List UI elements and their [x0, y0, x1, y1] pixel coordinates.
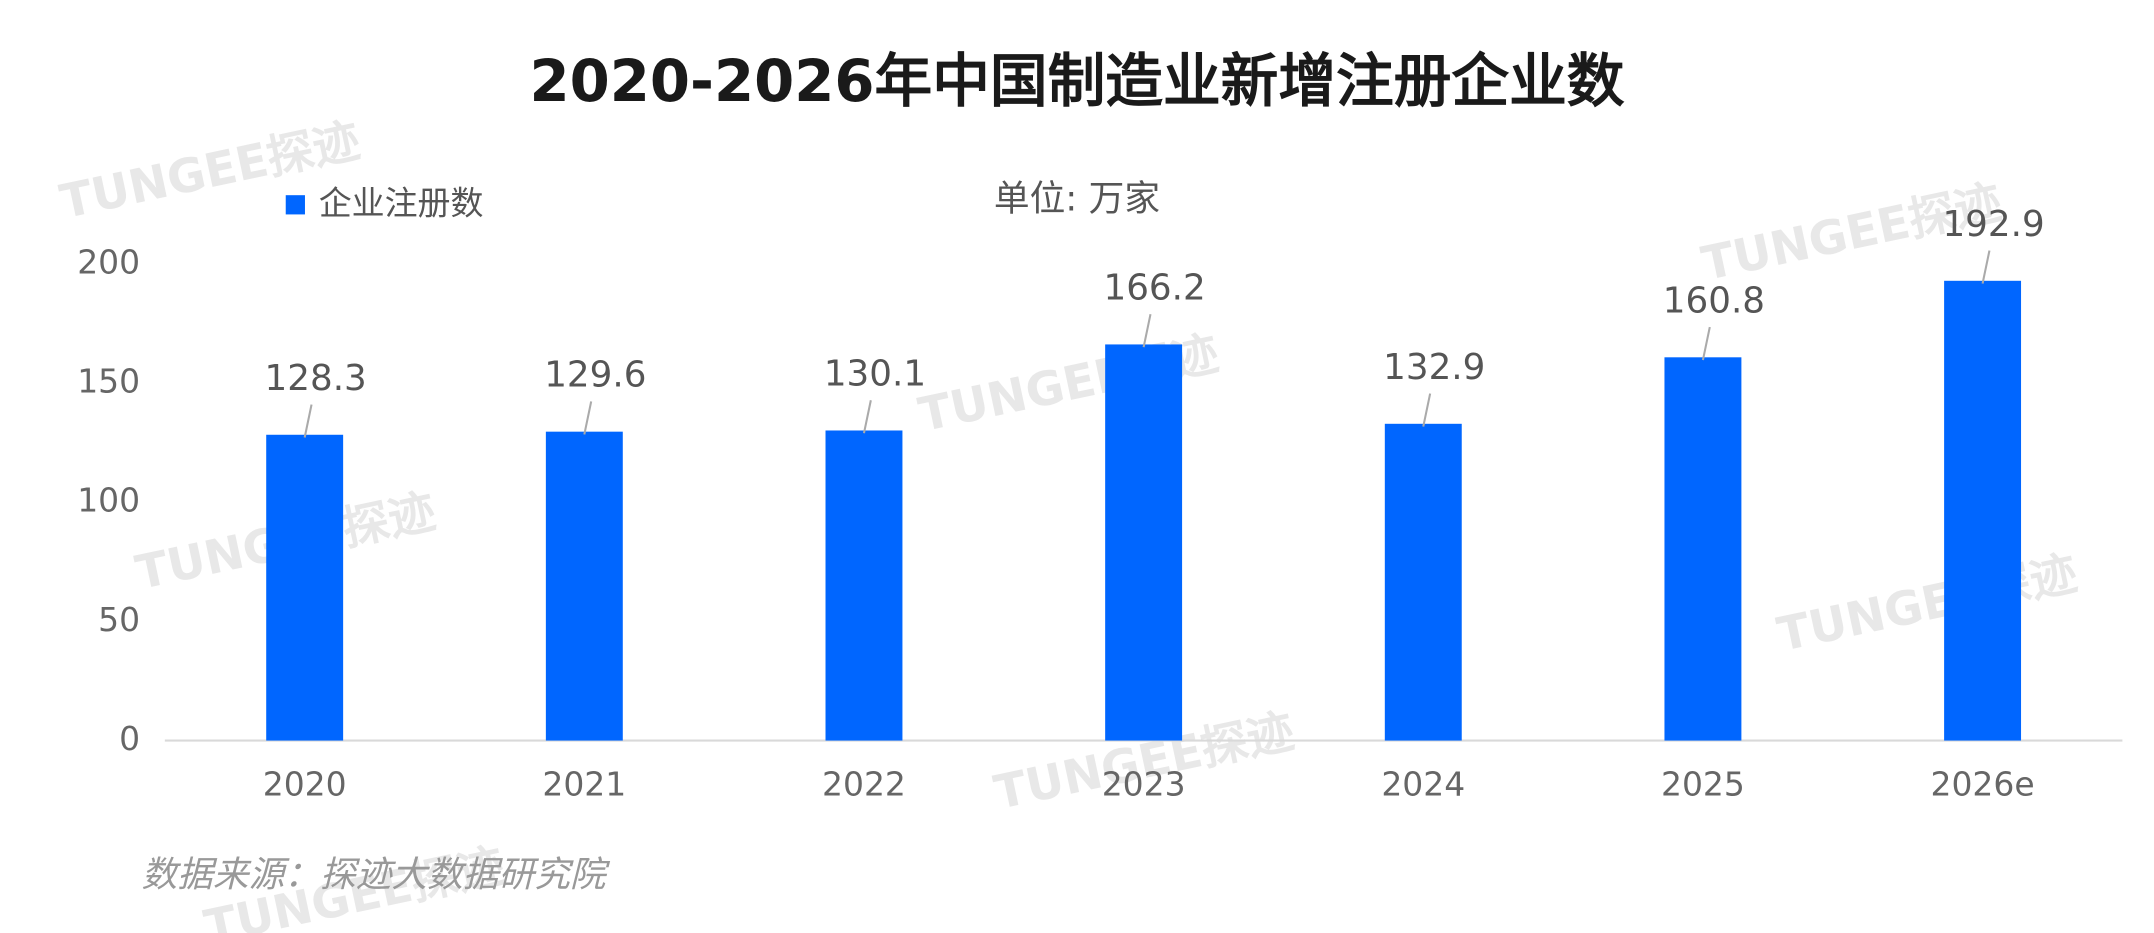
- y-tick-label: 100: [77, 481, 140, 520]
- watermarks: TUNGEE探迹TUNGEE探迹TUNGEE探迹TUNGEE探迹TUNGEE探迹…: [56, 114, 2082, 933]
- data-label: 132.9: [1383, 347, 1485, 388]
- leader-line: [303, 404, 313, 438]
- data-label: 166.2: [1104, 267, 1206, 308]
- leader-line: [583, 401, 593, 435]
- leader-line: [1701, 326, 1711, 361]
- data-label: 160.8: [1663, 280, 1765, 321]
- leader-line: [1981, 250, 1991, 284]
- bar: [1664, 357, 1742, 741]
- source-note: 数据来源：探迹大数据研究院: [141, 855, 610, 896]
- y-tick-label: 50: [98, 600, 140, 639]
- chart-title: 2020-2026年中国制造业新增注册企业数: [530, 47, 1625, 115]
- leader-line: [862, 400, 872, 434]
- watermark: TUNGEE探迹: [1773, 547, 2082, 663]
- leader-line: [1142, 314, 1152, 348]
- x-tick-label: 2025: [1661, 764, 1745, 803]
- x-tick-label: 2022: [822, 764, 906, 803]
- bar: [825, 430, 903, 741]
- y-tick-label: 200: [77, 242, 140, 281]
- x-tick-label: 2021: [542, 764, 626, 803]
- x-tick-label: 2020: [263, 764, 347, 803]
- leader-line: [1422, 393, 1432, 427]
- x-tick-label: 2024: [1381, 764, 1465, 803]
- x-tick-label: 2023: [1102, 764, 1186, 803]
- y-tick-label: 0: [119, 719, 140, 758]
- bar: [1105, 344, 1183, 741]
- data-label: 192.9: [1942, 204, 2044, 245]
- bar: [1944, 280, 2022, 741]
- x-tick-label: 2026e: [1931, 764, 2035, 803]
- unit-label: 单位: 万家: [994, 179, 1160, 220]
- bar: [266, 434, 344, 741]
- data-label: 128.3: [265, 358, 367, 399]
- data-label: 129.6: [544, 355, 646, 396]
- legend-swatch: [285, 195, 305, 215]
- bar: [545, 431, 623, 741]
- legend-label: 企业注册数: [319, 183, 484, 222]
- bar: [1384, 423, 1462, 741]
- y-tick-label: 150: [77, 362, 140, 401]
- data-label: 130.1: [824, 354, 926, 395]
